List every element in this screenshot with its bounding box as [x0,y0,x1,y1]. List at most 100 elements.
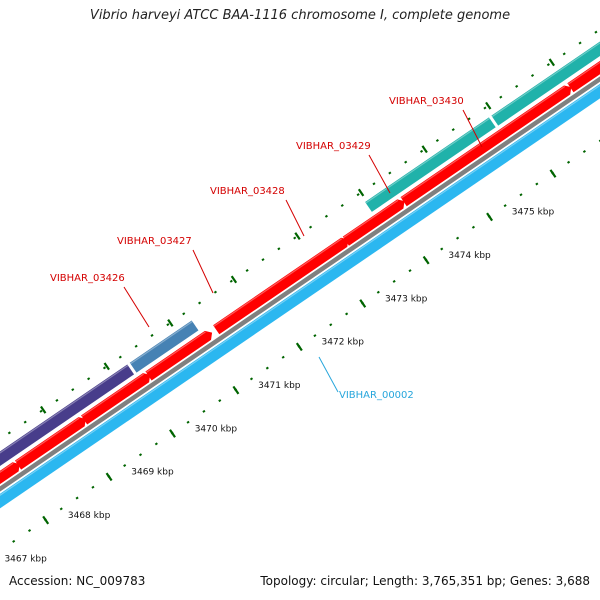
outer-minor-tick [213,290,217,294]
gene-label: VIBHAR_03430 [389,96,464,107]
map-title: Vibrio harveyi ATCC BAA-1116 chromosome … [89,8,511,23]
inner-minor-tick [123,464,127,468]
inner-minor-tick [138,453,143,457]
outer-minor-tick [71,388,75,392]
inner-major-tick [105,472,113,482]
scale-label: 3471 kbp [258,381,301,391]
gene-label: VIBHAR_03429 [296,141,371,152]
outer-minor-tick [277,247,281,251]
inner-minor-tick [186,420,190,424]
outer-minor-tick [340,203,344,207]
outer-minor-tick [515,84,519,88]
inner-major-tick [169,429,176,438]
inner-minor-tick [582,149,586,153]
inner-minor-tick [408,269,412,273]
outer-minor-tick [483,106,487,110]
inner-major-tick [359,299,367,308]
outer-minor-tick [182,312,186,316]
inner-minor-tick [471,225,475,229]
scale-label: 3472 kbp [322,338,365,348]
inner-minor-tick [265,366,269,370]
gene-label: VIBHAR_03426 [50,273,125,284]
inner-major-tick [42,515,50,525]
outer-major-tick [421,145,428,154]
outer-minor-tick [7,431,11,435]
gene-block-teal [491,41,600,126]
inner-minor-tick [249,377,254,381]
inner-major-tick [232,385,240,395]
outer-minor-tick [578,41,582,45]
outer-major-tick [548,58,555,67]
scale-label: 3467 kbp [4,554,47,564]
outer-major-tick [230,275,238,284]
outer-minor-tick [356,193,360,197]
genome-summary: Topology: circular; Length: 3,765,351 bp… [260,574,590,588]
scale-labels: 3467 kbp 3468 kbp 3469 kbp 3470 kbp 3471 kbp… [4,208,554,565]
outer-minor-tick [229,279,233,283]
gene-leader-line [123,286,150,328]
outer-minor-tick [102,366,107,370]
gene-leader-line [285,199,305,237]
tick-marks [7,30,600,543]
outer-minor-tick [166,323,170,327]
inner-minor-tick [218,399,222,403]
inner-minor-tick [376,290,380,294]
outer-minor-tick [39,409,43,413]
inner-minor-tick [345,312,349,316]
forward-gene-arrow [14,417,86,470]
inner-minor-tick [456,236,460,240]
inner-minor-tick [566,160,571,164]
feature-tracks [0,41,600,509]
inner-minor-tick [329,323,333,327]
scale-label: 3474 kbp [448,251,491,261]
gene-leader-line [462,109,483,148]
gene-labels: VIBHAR_03426 VIBHAR_03427 VIBHAR_03428 VIBH… [50,96,483,401]
gene-leader-line [318,356,339,393]
inner-major-tick [486,212,494,222]
outer-minor-tick [134,344,138,348]
scale-label: 3473 kbp [385,294,428,304]
reverse-gene-block [0,83,600,509]
outer-minor-tick [324,214,328,218]
gene-block-steel [129,320,199,373]
inner-minor-tick [440,247,444,251]
outer-minor-tick [87,377,91,381]
gene-leader-line [192,249,214,294]
inner-minor-tick [91,485,95,489]
outer-minor-tick [546,63,550,67]
gene-label: VIBHAR_03428 [210,186,285,197]
outer-minor-tick [55,398,59,402]
forward-gene-arrow [0,462,20,485]
outer-major-tick [167,318,174,327]
gene-label: VIBHAR_00002 [339,390,414,401]
outer-minor-tick [293,236,297,240]
inner-minor-tick [392,279,396,283]
inner-minor-tick [281,355,285,359]
forward-gene-arrow [342,199,405,246]
accession-text: Accession: NC_009783 [9,574,146,588]
gene-block-navy [0,364,135,466]
inner-minor-tick [519,193,523,197]
outer-minor-tick [499,95,503,99]
outer-minor-tick [404,160,408,164]
scale-label: 3475 kbp [512,208,555,218]
inner-minor-tick [202,409,206,413]
outer-minor-tick [372,182,376,186]
scale-label: 3469 kbp [131,468,174,478]
inner-minor-tick [535,182,539,186]
gene-block-teal [365,117,496,212]
outer-minor-tick [261,258,265,262]
outer-minor-tick [467,117,471,121]
outer-major-tick [485,101,492,110]
chromosome-backbone [0,76,600,492]
outer-major-tick [103,362,110,371]
outer-minor-tick [245,268,249,272]
forward-gene-arrow [567,60,600,93]
outer-minor-tick [451,128,455,132]
inner-major-tick [295,342,303,352]
outer-minor-tick [388,171,392,175]
forward-gene-arrow [213,237,349,335]
gene-label: VIBHAR_03427 [117,236,192,247]
scale-label: 3470 kbp [195,424,238,434]
outer-major-tick [357,188,365,197]
